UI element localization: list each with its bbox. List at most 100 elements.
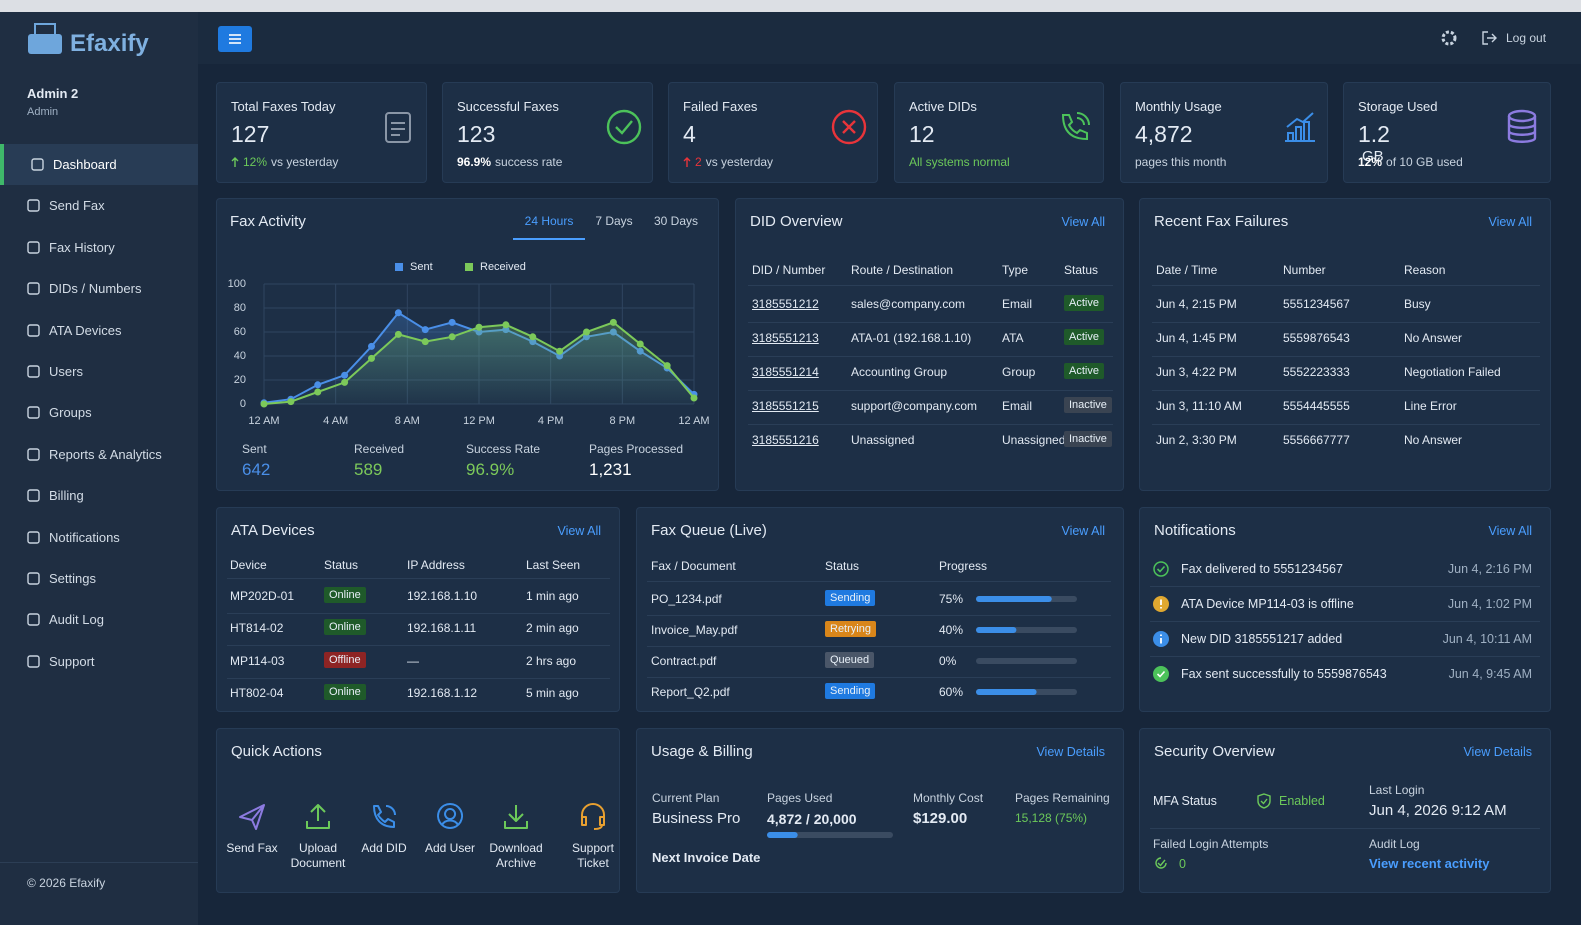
last-login: Jun 4, 2026 9:12 AM	[1369, 802, 1507, 819]
quick-action[interactable]: Add User	[416, 795, 484, 887]
icon	[831, 109, 867, 145]
did-number[interactable]: 3185551214	[752, 365, 819, 379]
nav-item[interactable]: Dashboard	[0, 144, 198, 185]
quick-action[interactable]: Download Archive	[482, 795, 550, 887]
failure-cell: No Answer	[1404, 433, 1463, 447]
stat-sub: 12% of 10 GB used	[1358, 155, 1463, 169]
stat-card: Monthly Usage 4,872 pages this month	[1120, 82, 1328, 183]
card-link[interactable]: View Details	[1463, 745, 1532, 759]
card-link[interactable]: View Details	[1036, 745, 1105, 759]
security-card: Security Overview View Details MFA Status E…	[1139, 728, 1551, 893]
failure-cell: Jun 4, 2:15 PM	[1156, 297, 1237, 311]
card-link[interactable]: View All	[1061, 524, 1105, 538]
point	[421, 326, 429, 334]
gear	[1441, 30, 1457, 46]
progress-bar	[976, 596, 1077, 602]
nav-item[interactable]: Send Fax	[0, 185, 198, 226]
type: Group	[1002, 365, 1036, 379]
failure-cell: Busy	[1404, 297, 1431, 311]
x-tick-label: 12 PM	[463, 415, 495, 427]
column-header: Date / Time	[1156, 263, 1218, 277]
progress-fill	[976, 689, 1037, 695]
ip-address: —	[407, 653, 419, 668]
card-link[interactable]: View All	[1061, 215, 1105, 229]
logout[interactable]: Log out	[1481, 28, 1571, 50]
stat-note: of 10 GB used	[1386, 155, 1463, 169]
card-link[interactable]: View All	[557, 524, 601, 538]
nav-item[interactable]: Groups	[0, 392, 198, 433]
nav-item[interactable]: Support	[0, 641, 198, 682]
card-link[interactable]: View All	[1488, 524, 1532, 538]
nav-item[interactable]: Audit Log	[0, 599, 198, 640]
nav-item[interactable]: Notifications	[0, 517, 198, 558]
menu-button[interactable]	[218, 26, 252, 52]
stat-sub: pages this month	[1135, 155, 1226, 169]
nav-item[interactable]: Billing	[0, 475, 198, 516]
quick-action-icon	[373, 805, 396, 828]
browser-strip	[0, 0, 1581, 12]
card-link[interactable]: View All	[1488, 215, 1532, 229]
icon	[306, 804, 330, 829]
nav-item[interactable]: Fax History	[0, 227, 198, 268]
notification-text: Fax sent successfully to 5559876543	[1181, 667, 1387, 681]
stat-note: vs yesterday	[705, 155, 774, 169]
quick-action[interactable]: Upload Document	[284, 795, 352, 887]
nav-item[interactable]: Users	[0, 351, 198, 392]
legend-label: Received	[480, 261, 526, 273]
audit-link[interactable]: View recent activity	[1369, 856, 1490, 871]
did-number[interactable]: 3185551216	[752, 433, 819, 447]
row-divider	[1152, 356, 1540, 357]
point	[583, 328, 590, 336]
device: MP114-03	[230, 653, 285, 668]
quick-action[interactable]: Support Ticket	[559, 795, 627, 887]
quick-action-label: Add User	[424, 841, 476, 855]
did-number[interactable]: 3185551215	[752, 399, 819, 413]
quick-action[interactable]: Send Fax	[218, 795, 286, 887]
stat-note: vs yesterday	[271, 155, 339, 169]
logo-icon	[28, 23, 62, 54]
failed-label: Failed Login Attempts	[1153, 837, 1269, 851]
cost: $129.00	[913, 810, 968, 827]
progress-bar	[976, 658, 1077, 664]
column-header: Route / Destination	[851, 263, 954, 277]
stat-icon	[606, 109, 642, 145]
nav-item[interactable]: Settings	[0, 558, 198, 599]
column-header: Status	[1064, 263, 1099, 277]
point	[448, 333, 456, 341]
audit-label: Audit Log	[1369, 837, 1420, 851]
tab[interactable]: 30 Days	[653, 214, 699, 228]
quick-action[interactable]: Add DID	[350, 795, 418, 887]
stat-icon	[1061, 112, 1090, 141]
tab[interactable]: 24 Hours	[513, 207, 585, 240]
point	[341, 371, 349, 379]
logo-body	[28, 34, 62, 54]
icon	[373, 805, 396, 828]
file-name: Contract.pdf	[651, 654, 717, 668]
cost-label: Monthly Cost	[913, 791, 984, 805]
notification-icon	[1153, 666, 1169, 682]
summary-label: Pages Processed	[589, 442, 684, 456]
icon	[1153, 666, 1169, 682]
did-number[interactable]: 3185551212	[752, 297, 819, 311]
status-badge: Inactive	[1064, 431, 1112, 447]
y-tick-label: 100	[228, 278, 246, 290]
nav-item[interactable]: DIDs / Numbers	[0, 268, 198, 309]
nav-item[interactable]: Reports & Analytics	[0, 434, 198, 475]
failure-cell: Jun 3, 11:10 AM	[1156, 399, 1242, 413]
x-tick-label: 4 PM	[538, 415, 564, 427]
arrow	[231, 157, 239, 167]
point	[368, 342, 375, 350]
type: Email	[1002, 297, 1033, 311]
x-tick-label: 8 AM	[395, 415, 420, 427]
nav-item[interactable]: ATA Devices	[0, 310, 198, 351]
failure-cell: Jun 2, 3:30 PM	[1156, 433, 1237, 447]
tab[interactable]: 7 Days	[595, 214, 633, 228]
nav-label: Users	[49, 364, 83, 379]
invoice-label: Next Invoice Date	[652, 850, 761, 865]
row-divider	[647, 581, 1111, 582]
did-number[interactable]: 3185551213	[752, 331, 819, 345]
series-area	[264, 322, 694, 404]
menu-icon	[229, 34, 241, 44]
stat-highlight: 12%	[1358, 155, 1383, 169]
point	[609, 318, 617, 326]
